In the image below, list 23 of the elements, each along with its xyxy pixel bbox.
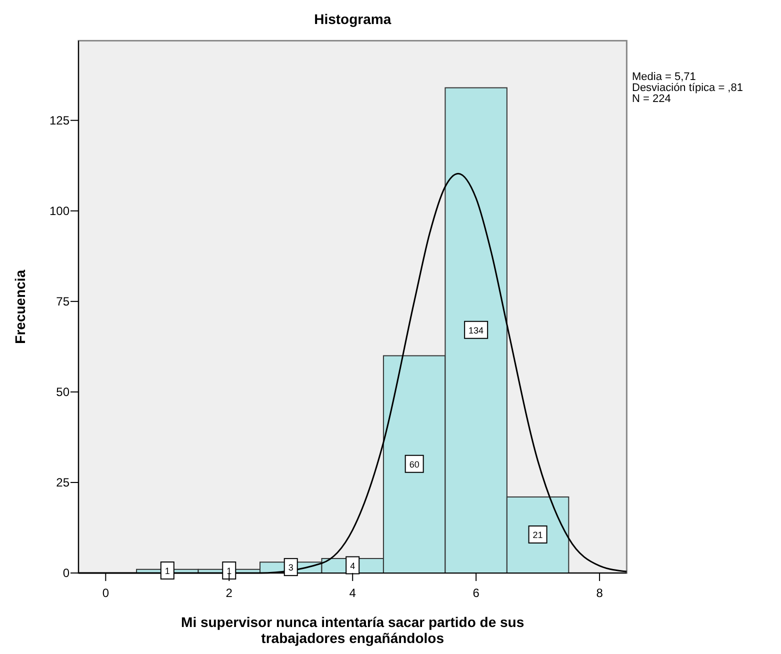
y-tick-label: 0 xyxy=(62,566,70,580)
x-tick-label: 0 xyxy=(102,586,110,600)
y-tick-label: 125 xyxy=(49,113,70,128)
data-label: 4 xyxy=(350,560,356,571)
x-tick-label: 4 xyxy=(349,586,356,600)
y-tick-label: 75 xyxy=(56,294,70,308)
chart-title: Histograma xyxy=(314,11,392,27)
data-label: 1 xyxy=(164,566,170,576)
data-label: 60 xyxy=(409,459,420,470)
x-tick-label: 2 xyxy=(226,586,233,600)
text: Media = 5,71 xyxy=(632,71,696,83)
y-axis-title: Frecuencia xyxy=(12,270,28,344)
text: N = 224 xyxy=(632,93,671,105)
data-label: 3 xyxy=(288,562,294,573)
x-tick-label: 6 xyxy=(472,586,480,600)
y-tick-label: 50 xyxy=(56,384,70,399)
data-label: 134 xyxy=(468,325,484,336)
y-tick-label: 25 xyxy=(56,475,70,490)
y-tick-label: 100 xyxy=(49,204,70,218)
text: Desviación típica = ,81 xyxy=(632,82,743,94)
x-tick-label: 8 xyxy=(596,586,604,600)
x-axis-title: Mi supervisor nunca intentaría sacar partido de sus trabajadores engañándolos xyxy=(181,614,524,646)
data-label: 21 xyxy=(532,530,543,540)
